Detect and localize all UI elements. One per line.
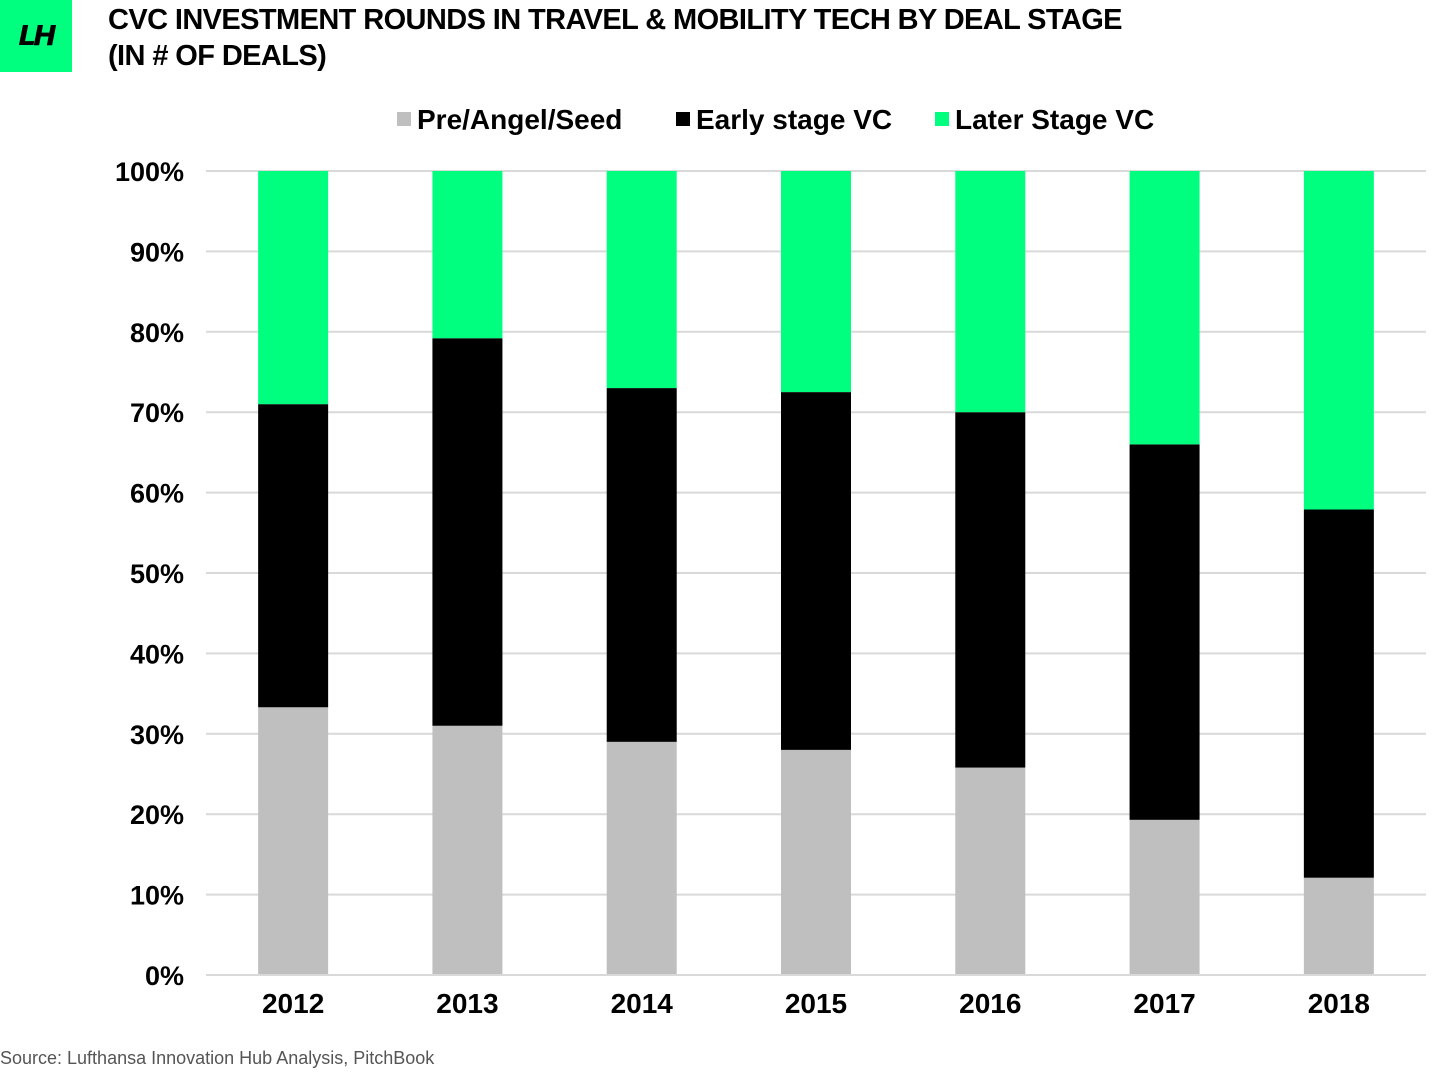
bar-segment-pre-angel-seed-2016: [955, 767, 1026, 975]
bar-segment-pre-angel-seed-2013: [432, 725, 503, 975]
legend-swatch: [935, 112, 949, 126]
y-tick-label: 40%: [130, 639, 184, 669]
bar-segment-early-stage-vc-2013: [432, 338, 503, 726]
x-tick-label: 2012: [262, 988, 324, 1019]
bar-segment-later-stage-vc-2014: [606, 171, 677, 389]
x-tick-label: 2015: [785, 988, 847, 1019]
y-tick-label: 70%: [130, 398, 184, 428]
brand-logo: LH: [0, 0, 72, 72]
bar-segment-early-stage-vc-2018: [1303, 509, 1374, 878]
bar-segment-early-stage-vc-2014: [606, 388, 677, 742]
legend-label: Later Stage VC: [955, 104, 1154, 135]
bar-segment-later-stage-vc-2017: [1129, 171, 1200, 445]
x-tick-label: 2018: [1308, 988, 1370, 1019]
y-tick-label: 100%: [115, 157, 184, 187]
y-tick-label: 90%: [130, 237, 184, 267]
bar-segment-early-stage-vc-2012: [258, 404, 329, 708]
stacked-bar-chart: 0% 10% 20% 30% 40% 50% 60% 70% 80% 90% 100% 2012 201…: [115, 104, 1426, 1019]
x-tick-label: 2016: [959, 988, 1021, 1019]
y-tick-label: 20%: [130, 800, 184, 830]
bar-segment-later-stage-vc-2013: [432, 171, 503, 339]
y-tick-label: 10%: [130, 881, 184, 911]
bar-segment-pre-angel-seed-2012: [258, 707, 329, 975]
bar-segment-pre-angel-seed-2017: [1129, 819, 1200, 975]
chart-title-line2: (IN # OF DEALS): [108, 40, 327, 72]
bar-segment-later-stage-vc-2016: [955, 171, 1026, 413]
legend-label: Pre/Angel/Seed: [417, 104, 622, 135]
y-tick-label: 50%: [130, 559, 184, 589]
x-tick-label: 2013: [436, 988, 498, 1019]
bar-segment-early-stage-vc-2016: [955, 412, 1026, 768]
legend-label: Early stage VC: [696, 104, 892, 135]
y-tick-label: 80%: [130, 318, 184, 348]
bar-segment-pre-angel-seed-2018: [1303, 877, 1374, 975]
x-tick-label: 2017: [1133, 988, 1195, 1019]
y-tick-label: 60%: [130, 479, 184, 509]
bar-segment-pre-angel-seed-2015: [781, 749, 851, 975]
legend-swatch: [676, 112, 690, 126]
bar-segment-early-stage-vc-2015: [781, 392, 851, 750]
x-tick-label: 2014: [611, 988, 674, 1019]
source-note: Source: Lufthansa Innovation Hub Analysi…: [0, 1048, 435, 1068]
chart-title: CVC INVESTMENT ROUNDS IN TRAVEL & MOBILI…: [108, 2, 1308, 74]
bar-segment-later-stage-vc-2012: [258, 171, 329, 405]
bar-segment-early-stage-vc-2017: [1129, 444, 1200, 820]
bar-segment-pre-angel-seed-2014: [606, 741, 677, 975]
y-tick-label: 0%: [145, 961, 184, 991]
legend-swatch: [397, 112, 411, 126]
bar-segment-later-stage-vc-2018: [1303, 171, 1374, 510]
chart-title-line1: CVC INVESTMENT ROUNDS IN TRAVEL & MOBILI…: [108, 4, 1123, 36]
y-tick-label: 30%: [130, 720, 184, 750]
bar-segment-later-stage-vc-2015: [781, 171, 851, 393]
logo-text: LH: [18, 19, 56, 52]
